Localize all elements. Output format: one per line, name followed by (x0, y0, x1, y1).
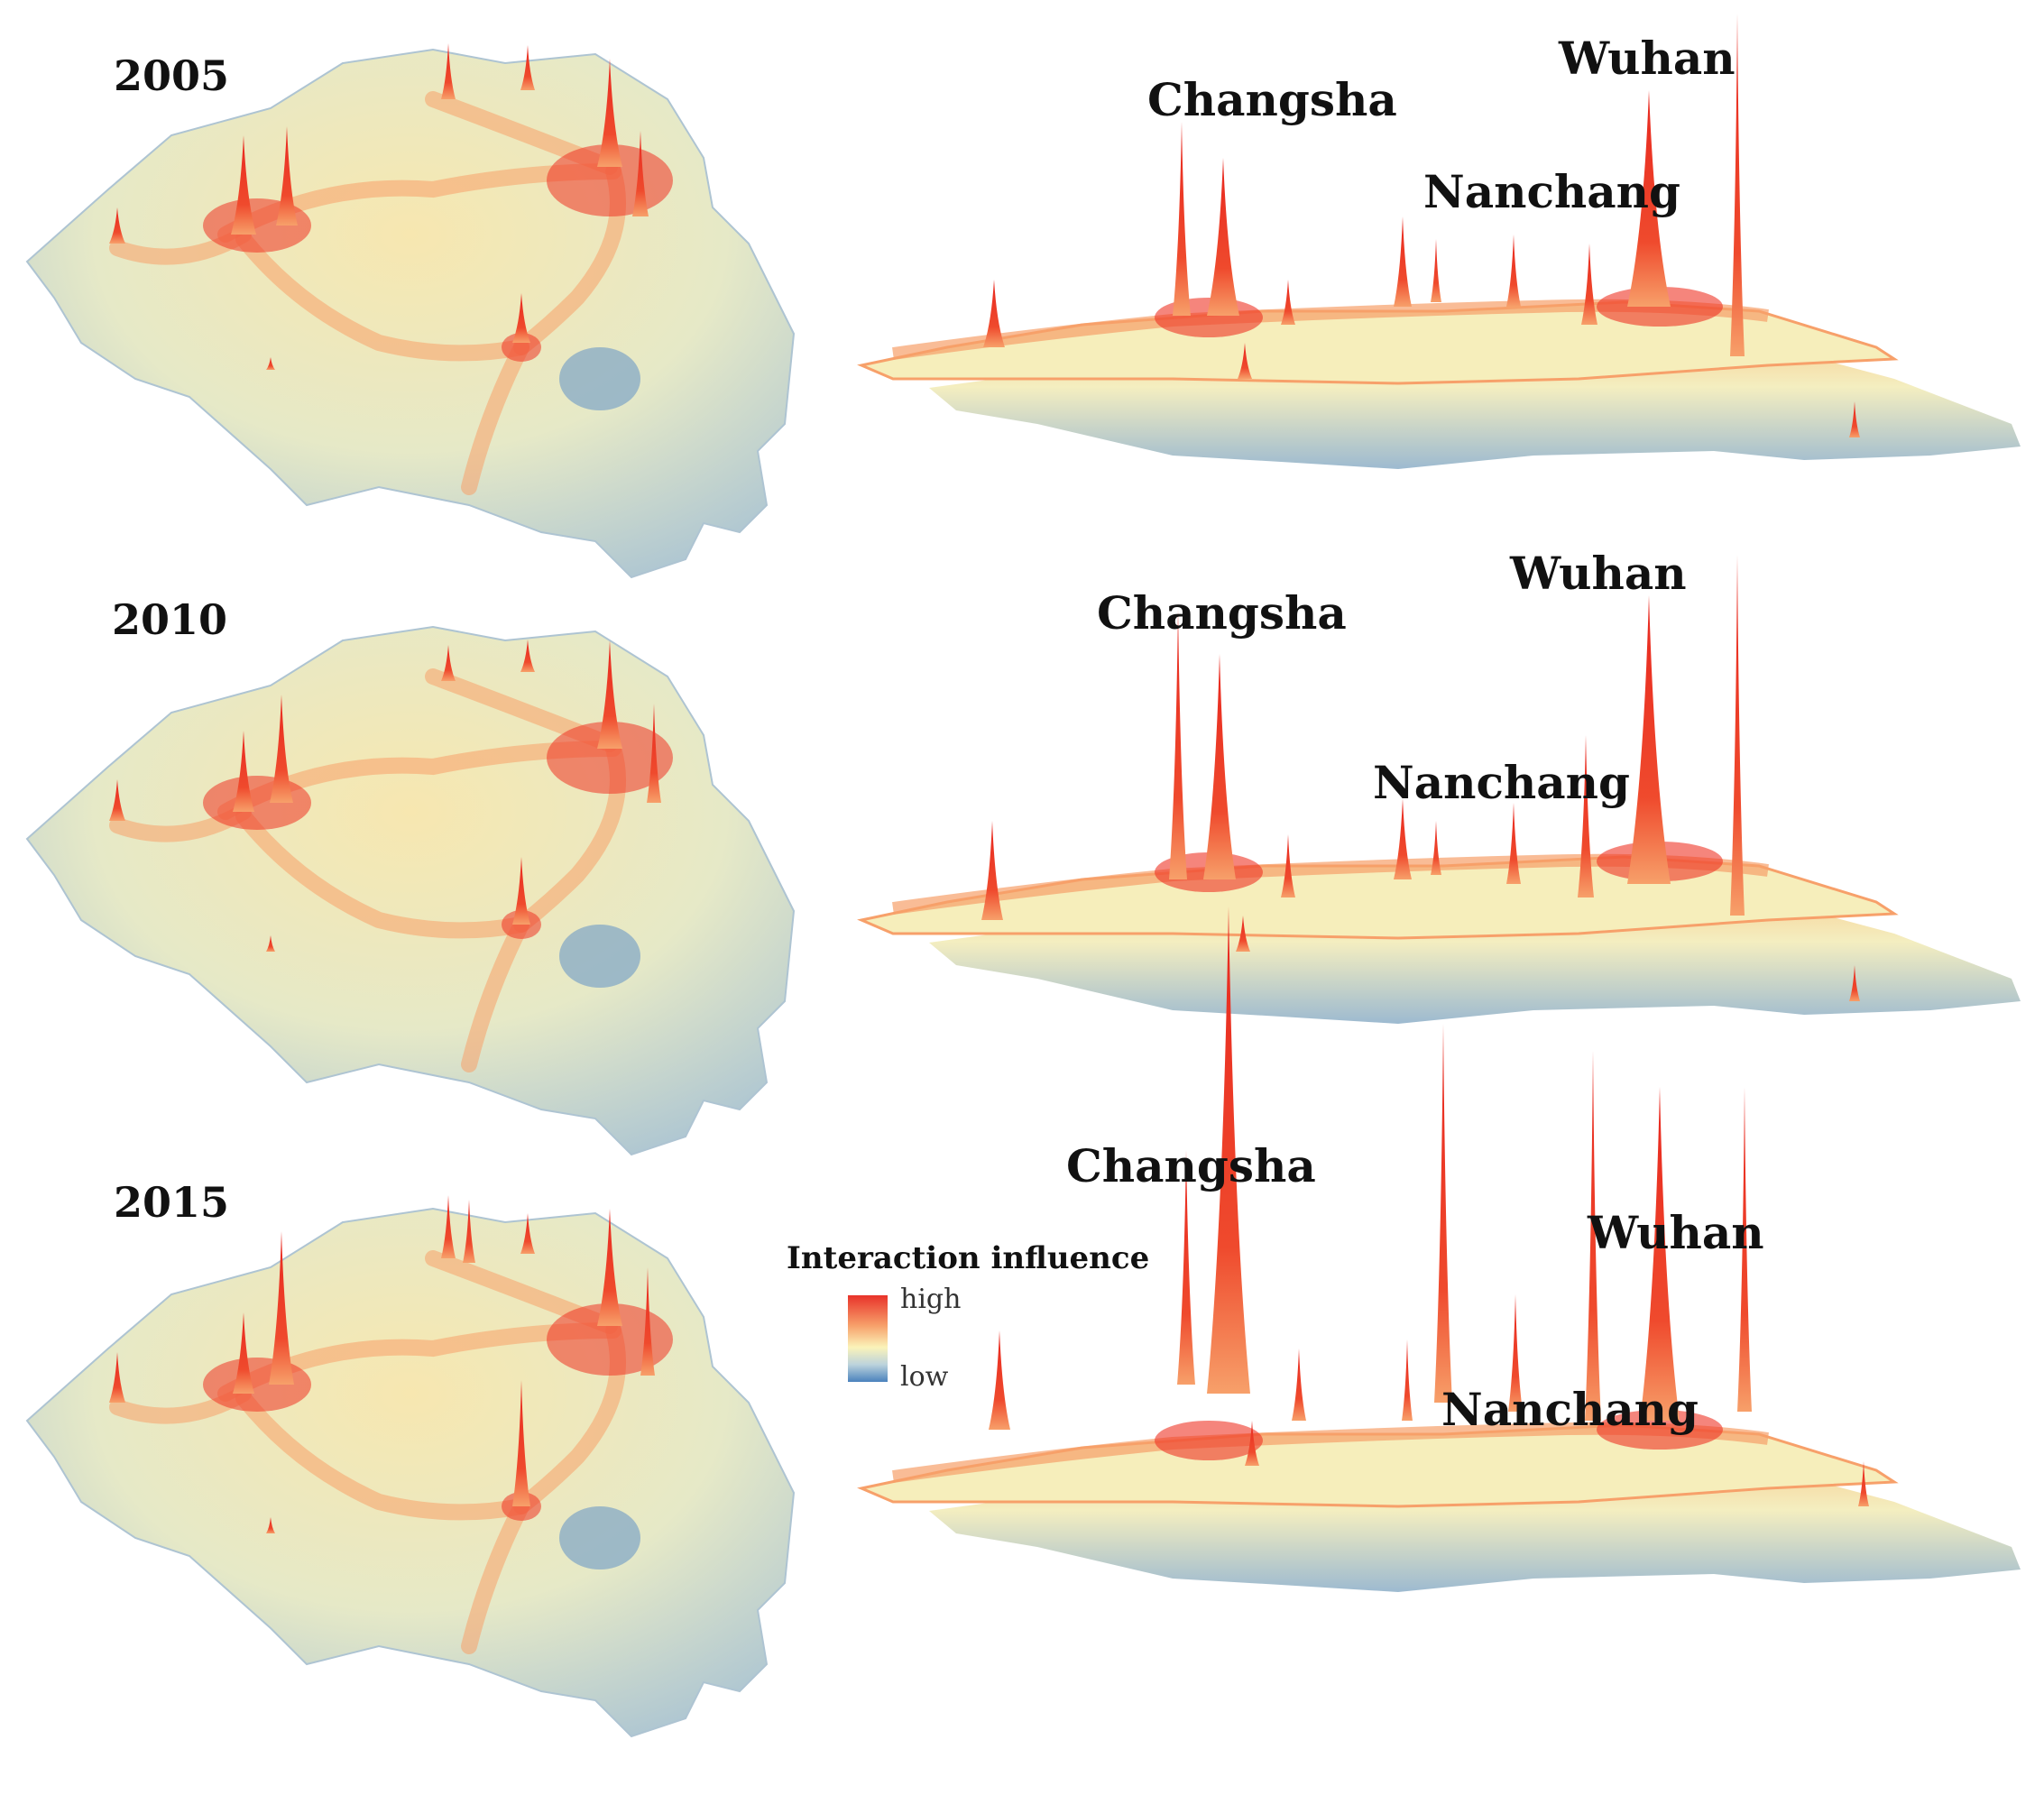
profile-peak (981, 821, 1003, 920)
year-label-2005: 2005 (114, 51, 229, 100)
left-map-2015 (25, 1195, 796, 1738)
left-peak (441, 43, 456, 99)
right-profile-2005 (857, 14, 2021, 469)
left-peak (266, 1517, 275, 1533)
city-label-changsha-2010: Changsha (1097, 586, 1347, 640)
profile-peak (1431, 239, 1441, 302)
legend-low-label: low (900, 1361, 949, 1393)
profile-peak (1394, 216, 1412, 307)
left-peak (441, 1195, 456, 1258)
profile-peak (1238, 343, 1252, 379)
right-profile-2015 (857, 907, 2021, 1592)
city-label-changsha-2015: Changsha (1066, 1139, 1316, 1192)
left-map-2010 (25, 625, 796, 1156)
profile-peak (1402, 1339, 1413, 1421)
right-profile-2010 (857, 555, 2021, 1024)
profile-peak (983, 280, 1005, 347)
city-label-nanchang-2015: Nanchang (1441, 1383, 1699, 1436)
left-peak (512, 857, 530, 925)
left-peak (520, 640, 535, 672)
left-peak (597, 640, 622, 749)
city-label-changsha-2005: Changsha (1147, 73, 1397, 126)
profile-peak (1849, 401, 1860, 437)
left-peak (233, 1312, 254, 1394)
profile-peak (1737, 1087, 1752, 1412)
profile-peak (1730, 555, 1745, 916)
city-label-nanchang-2010: Nanchang (1373, 756, 1630, 809)
profile-peak (1207, 907, 1250, 1394)
profile-peak (1207, 158, 1239, 316)
profile-peak (1506, 235, 1521, 307)
left-peak (512, 1380, 530, 1506)
profile-peak (1640, 1087, 1680, 1421)
left-peak (109, 779, 125, 821)
profile-peak (1245, 1421, 1259, 1466)
profile-peak (1169, 609, 1187, 879)
profile-peak (1730, 14, 1745, 356)
year-label-2015: 2015 (114, 1178, 229, 1227)
left-peak (463, 1200, 475, 1263)
left-peak (109, 207, 125, 244)
left-peak (270, 695, 293, 803)
profile-peak (1173, 122, 1191, 316)
left-peak (647, 704, 661, 803)
city-label-wuhan-2015: Wuhan (1587, 1206, 1764, 1259)
left-peak (266, 357, 275, 370)
profile-peak (1506, 803, 1521, 884)
profile-peak (989, 1330, 1010, 1430)
left-peak (597, 1209, 622, 1326)
profile-peak (1177, 1150, 1195, 1385)
profile-peak (1434, 1024, 1452, 1403)
city-label-nanchang-2005: Nanchang (1423, 165, 1680, 218)
profile-peak (1627, 90, 1671, 307)
profile-peak (1585, 1051, 1601, 1421)
legend-high-label: high (900, 1284, 961, 1315)
left-peak (597, 59, 622, 167)
left-peak (520, 45, 535, 90)
left-peak (266, 935, 275, 952)
profile-peak (1281, 280, 1295, 325)
left-peak (269, 1231, 294, 1385)
profile-peak (1394, 798, 1412, 879)
profile-peak (1581, 244, 1597, 325)
profile-peak (1292, 1349, 1306, 1421)
profile-peak (1508, 1294, 1523, 1412)
left-map-2005 (25, 43, 796, 579)
left-peak (109, 1352, 125, 1403)
legend: Interaction influence high low (787, 1240, 1149, 1393)
profile-peak (1858, 1461, 1869, 1506)
left-peak (520, 1213, 535, 1254)
left-peak (231, 135, 256, 235)
left-peak (441, 645, 456, 681)
left-peak (640, 1267, 655, 1376)
profile-peak (1236, 916, 1250, 952)
profile-peak (1203, 654, 1236, 879)
profile-peak (1578, 735, 1594, 898)
left-peak (233, 731, 254, 812)
city-label-wuhan-2005: Wuhan (1558, 32, 1736, 85)
city-label-wuhan-2010: Wuhan (1509, 547, 1687, 600)
profile-peak (1849, 965, 1860, 1001)
profile-peak (1281, 834, 1295, 898)
profile-peak (1627, 595, 1671, 884)
profile-peak (1431, 821, 1441, 875)
left-peak (276, 126, 298, 226)
left-peak (632, 131, 649, 216)
left-peak (512, 293, 530, 343)
legend-color-ramp (848, 1295, 888, 1382)
year-label-2010: 2010 (112, 595, 227, 644)
legend-title: Interaction influence (787, 1240, 1149, 1276)
